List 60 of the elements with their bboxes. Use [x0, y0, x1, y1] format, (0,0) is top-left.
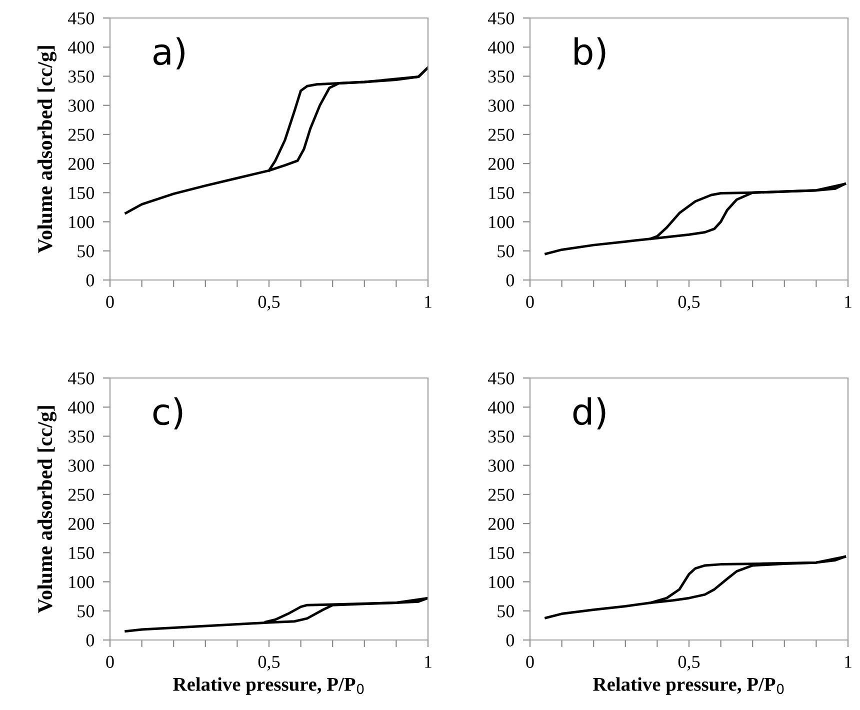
x-tick-label: 0 [106, 296, 114, 308]
y-tick-label: 150 [489, 546, 514, 560]
y-tick-label: 300 [488, 460, 514, 472]
x-tick-label: 0 [526, 656, 534, 668]
y-tick-label: 250 [68, 488, 94, 501]
y-tick-label: 400 [488, 401, 514, 414]
y-axis-title: Volume adsorbed [cc/g] [37, 46, 57, 254]
y-tick-label: 450 [68, 12, 94, 24]
y-tick-label: 250 [68, 128, 94, 141]
y-tick-label: 0 [86, 634, 94, 646]
x-tick-label: 0 [526, 296, 534, 308]
y-tick-label: 300 [68, 460, 94, 472]
y-tick-label: 100 [489, 576, 514, 588]
y-tick-label: 250 [488, 128, 514, 141]
x-tick-label: 0,5 [258, 296, 280, 311]
y-tick-label: 100 [69, 216, 94, 228]
y-tick-label: 0 [506, 274, 514, 286]
y-tick-label: 250 [488, 488, 514, 501]
annotation: d) [573, 397, 606, 430]
x-tick-label: 0,5 [678, 296, 700, 311]
y-tick-label: 150 [69, 546, 94, 560]
y-tick-label: 100 [489, 216, 514, 228]
y-tick-label: 100 [69, 576, 94, 588]
y-tick-label: 350 [488, 430, 514, 443]
y-tick-label: 350 [68, 70, 94, 83]
y-tick-label: 350 [68, 430, 94, 443]
x-axis-title: Relative pressure, P/P$_{0}$ [593, 677, 784, 695]
y-tick-label: 50 [78, 245, 94, 258]
y-tick-label: 50 [498, 245, 514, 258]
y-tick-label: 450 [488, 372, 514, 384]
y-tick-label: 400 [68, 401, 94, 414]
y-tick-label: 50 [78, 605, 94, 618]
y-axis-title: Volume adsorbed [cc/g] [37, 406, 57, 614]
y-tick-label: 150 [69, 186, 94, 200]
y-tick-label: 450 [68, 372, 94, 384]
x-tick-label: 1 [845, 656, 852, 668]
x-axis-title: Relative pressure, P/P$_{0}$ [173, 677, 364, 695]
x-tick-label: 1 [845, 296, 852, 308]
y-tick-label: 400 [488, 41, 514, 54]
y-tick-label: 400 [68, 41, 94, 54]
y-tick-label: 50 [498, 605, 514, 618]
y-tick-label: 450 [488, 12, 514, 24]
annotation: b) [574, 37, 606, 70]
y-tick-label: 350 [488, 70, 514, 83]
y-tick-label: 150 [489, 186, 514, 200]
y-tick-label: 0 [86, 274, 94, 286]
y-tick-label: 300 [68, 100, 94, 112]
y-tick-label: 300 [488, 100, 514, 112]
y-tick-label: 200 [488, 158, 514, 170]
x-tick-label: 0 [106, 656, 114, 668]
annotation: a) [154, 37, 184, 70]
y-tick-label: 0 [506, 634, 514, 646]
y-tick-label: 200 [68, 158, 94, 170]
y-tick-label: 200 [488, 518, 514, 530]
x-tick-label: 1 [425, 296, 432, 308]
y-tick-label: 200 [68, 518, 94, 530]
annotation: c) [153, 397, 182, 430]
x-tick-label: 0,5 [258, 656, 280, 671]
x-tick-label: 0,5 [678, 656, 700, 671]
x-tick-label: 1 [425, 656, 432, 668]
